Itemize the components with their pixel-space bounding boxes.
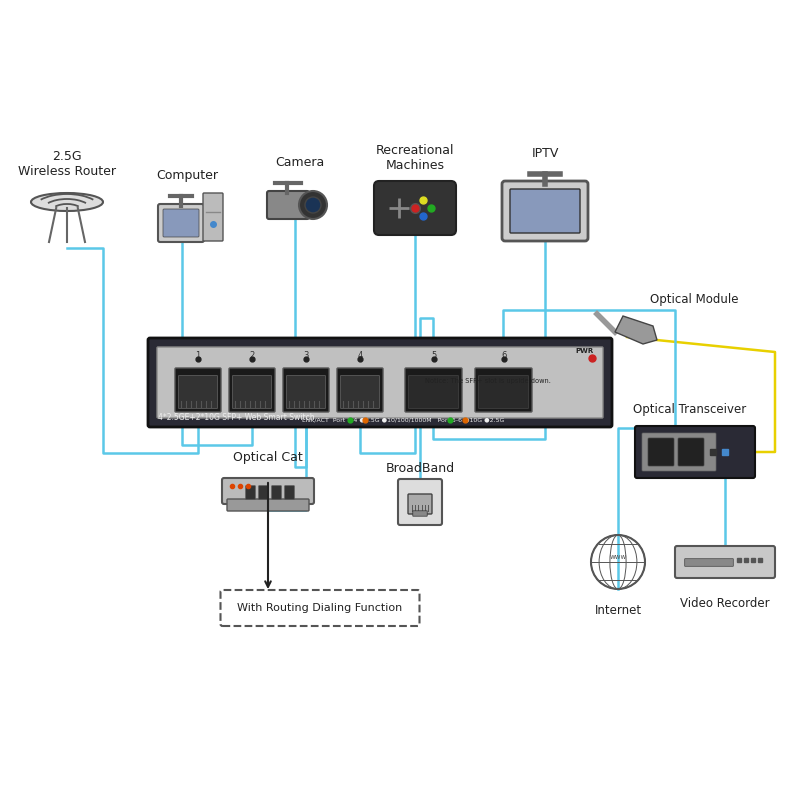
Ellipse shape [31, 193, 103, 211]
FancyBboxPatch shape [337, 368, 383, 412]
FancyBboxPatch shape [648, 438, 674, 466]
FancyBboxPatch shape [286, 375, 326, 409]
FancyBboxPatch shape [409, 375, 458, 409]
FancyBboxPatch shape [478, 375, 529, 409]
FancyBboxPatch shape [246, 486, 255, 499]
FancyBboxPatch shape [222, 478, 314, 504]
FancyBboxPatch shape [148, 338, 612, 427]
Text: Optical Module: Optical Module [650, 293, 738, 306]
FancyBboxPatch shape [272, 486, 282, 499]
Text: Recreational
Machines: Recreational Machines [376, 144, 454, 172]
Text: 5: 5 [431, 351, 437, 360]
FancyBboxPatch shape [413, 511, 427, 516]
FancyBboxPatch shape [678, 438, 704, 466]
FancyBboxPatch shape [475, 368, 532, 412]
Text: PWR: PWR [576, 348, 594, 354]
Text: Video Recorder: Video Recorder [680, 597, 770, 610]
Circle shape [305, 197, 321, 213]
Text: 3: 3 [303, 351, 309, 360]
Text: Optical Cat: Optical Cat [233, 451, 303, 464]
FancyBboxPatch shape [405, 368, 462, 412]
FancyBboxPatch shape [642, 433, 716, 471]
Text: IPTV: IPTV [531, 147, 558, 160]
FancyBboxPatch shape [175, 368, 221, 412]
FancyBboxPatch shape [258, 486, 268, 499]
Text: LNK/ACT  Port 1-4 ●2.5G ●10/100/1000M   Port 5-6 ●10G ●2.5G: LNK/ACT Port 1-4 ●2.5G ●10/100/1000M Por… [302, 417, 504, 422]
Circle shape [299, 191, 327, 219]
FancyBboxPatch shape [285, 486, 294, 499]
FancyBboxPatch shape [203, 193, 223, 241]
Text: BroadBand: BroadBand [386, 462, 454, 475]
FancyBboxPatch shape [635, 426, 755, 478]
FancyBboxPatch shape [233, 375, 271, 409]
FancyBboxPatch shape [374, 181, 456, 235]
Text: Camera: Camera [275, 156, 325, 169]
FancyBboxPatch shape [408, 494, 432, 514]
FancyBboxPatch shape [502, 181, 588, 241]
Text: 2: 2 [250, 351, 254, 360]
Text: Optical Transceiver: Optical Transceiver [634, 403, 746, 416]
FancyBboxPatch shape [510, 189, 580, 233]
Text: 4*2.5GE+2*10G SFP+ Web Smart Switch: 4*2.5GE+2*10G SFP+ Web Smart Switch [158, 413, 314, 422]
FancyBboxPatch shape [685, 558, 734, 566]
Text: 1: 1 [195, 351, 201, 360]
FancyBboxPatch shape [341, 375, 379, 409]
FancyBboxPatch shape [398, 479, 442, 525]
Text: 2.5G
Wireless Router: 2.5G Wireless Router [18, 150, 116, 178]
FancyBboxPatch shape [229, 368, 275, 412]
FancyBboxPatch shape [158, 204, 204, 242]
Text: 4: 4 [358, 351, 362, 360]
Text: 6: 6 [502, 351, 506, 360]
Text: Notice: The SFP+ slot is upside down.: Notice: The SFP+ slot is upside down. [425, 378, 551, 384]
FancyBboxPatch shape [227, 499, 309, 511]
FancyBboxPatch shape [675, 546, 775, 578]
Polygon shape [615, 316, 657, 344]
FancyBboxPatch shape [178, 375, 218, 409]
FancyBboxPatch shape [283, 368, 329, 412]
FancyBboxPatch shape [267, 191, 309, 219]
Text: Computer: Computer [156, 169, 218, 182]
FancyBboxPatch shape [157, 347, 603, 418]
Text: Internet: Internet [594, 604, 642, 617]
FancyBboxPatch shape [163, 209, 199, 237]
Text: With Routing Dialing Function: With Routing Dialing Function [238, 603, 402, 613]
Text: www: www [610, 554, 626, 560]
